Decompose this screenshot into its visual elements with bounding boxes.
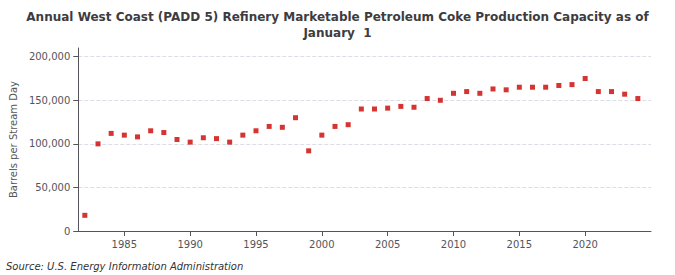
svg-text:2000: 2000 xyxy=(309,239,334,250)
svg-text:50,000: 50,000 xyxy=(35,182,70,193)
svg-text:January 1: January 1 xyxy=(302,26,371,40)
svg-text:100,000: 100,000 xyxy=(29,138,70,149)
svg-text:Barrels per Stream Day: Barrels per Stream Day xyxy=(8,81,19,198)
svg-text:Source: U.S. Energy Informatio: Source: U.S. Energy Information Administ… xyxy=(6,261,243,272)
svg-text:2015: 2015 xyxy=(507,239,532,250)
svg-text:1985: 1985 xyxy=(112,239,137,250)
svg-text:2005: 2005 xyxy=(375,239,400,250)
svg-text:2010: 2010 xyxy=(441,239,466,250)
svg-text:0: 0 xyxy=(64,226,70,237)
svg-text:1995: 1995 xyxy=(243,239,268,250)
svg-text:1990: 1990 xyxy=(177,239,202,250)
svg-text:2020: 2020 xyxy=(572,239,597,250)
svg-text:150,000: 150,000 xyxy=(29,95,70,106)
svg-text:Annual West Coast (PADD 5) Ref: Annual West Coast (PADD 5) Refinery Mark… xyxy=(26,10,649,24)
svg-text:200,000: 200,000 xyxy=(29,51,70,62)
